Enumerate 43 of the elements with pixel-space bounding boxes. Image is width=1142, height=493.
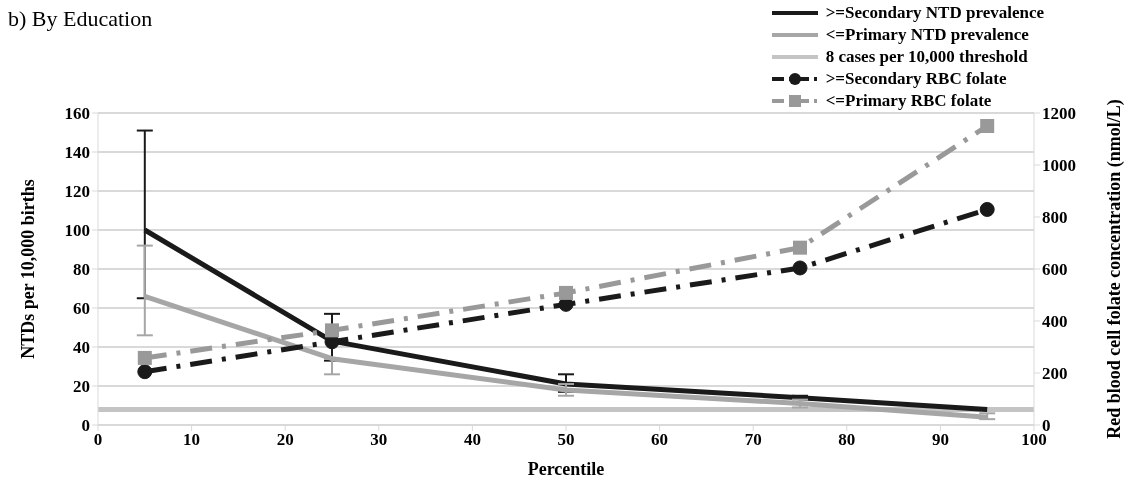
x-tick-label: 30 [370, 430, 388, 450]
x-tick-label: 70 [744, 430, 762, 450]
x-tick-label: 100 [1021, 430, 1047, 450]
x-tick-label: 20 [276, 430, 294, 450]
y-axis-title: NTDs per 10,000 births [18, 179, 39, 359]
y-tick-label: 140 [64, 143, 90, 163]
legend-label: <=Primary NTD prevalence [825, 25, 1029, 45]
x-tick-label: 80 [838, 430, 856, 450]
point [559, 285, 573, 300]
y2-tick-label: 200 [1042, 364, 1068, 384]
y2-tick-label: 1000 [1042, 156, 1076, 176]
x-tick-label: 90 [931, 430, 949, 450]
y2-tick-label: 800 [1042, 208, 1068, 228]
point [137, 364, 153, 380]
y-tick-label: 160 [64, 104, 90, 124]
y-tick-label: 40 [73, 338, 90, 358]
y-tick-label: 80 [73, 260, 90, 280]
x-tick-label: 50 [557, 430, 575, 450]
x-axis-title: Percentile [527, 459, 605, 479]
point [980, 119, 995, 133]
y2-tick-label: 600 [1042, 260, 1068, 280]
legend-label: >=Secondary RBC folate [825, 69, 1007, 89]
y2-tick-label: 1200 [1042, 104, 1076, 124]
legend-label: <=Primary RBC folate [825, 91, 992, 111]
point [325, 323, 339, 338]
legend-label: >=Secondary NTD prevalence [825, 3, 1044, 23]
y-tick-label: 120 [64, 182, 90, 202]
legend-label: 8 cases per 10,000 threshold [825, 47, 1028, 67]
y-tick-label: 20 [73, 377, 90, 397]
y2-axis-title: Red blood cell folate concentration (nmol/L) [1104, 99, 1126, 439]
point [137, 350, 152, 365]
y2-tick-label: 400 [1042, 312, 1068, 332]
point [793, 240, 807, 255]
x-tick-label: 0 [93, 430, 103, 450]
x-tick-label: 40 [463, 430, 481, 450]
x-tick-label: 60 [651, 430, 669, 450]
point [792, 260, 808, 276]
x-tick-label: 10 [183, 430, 201, 450]
y-tick-label: 60 [73, 299, 90, 319]
chart-title: b) By Education [8, 6, 153, 32]
point [979, 201, 995, 217]
y-tick-label: 0 [81, 416, 90, 436]
y-tick-label: 100 [64, 221, 90, 241]
